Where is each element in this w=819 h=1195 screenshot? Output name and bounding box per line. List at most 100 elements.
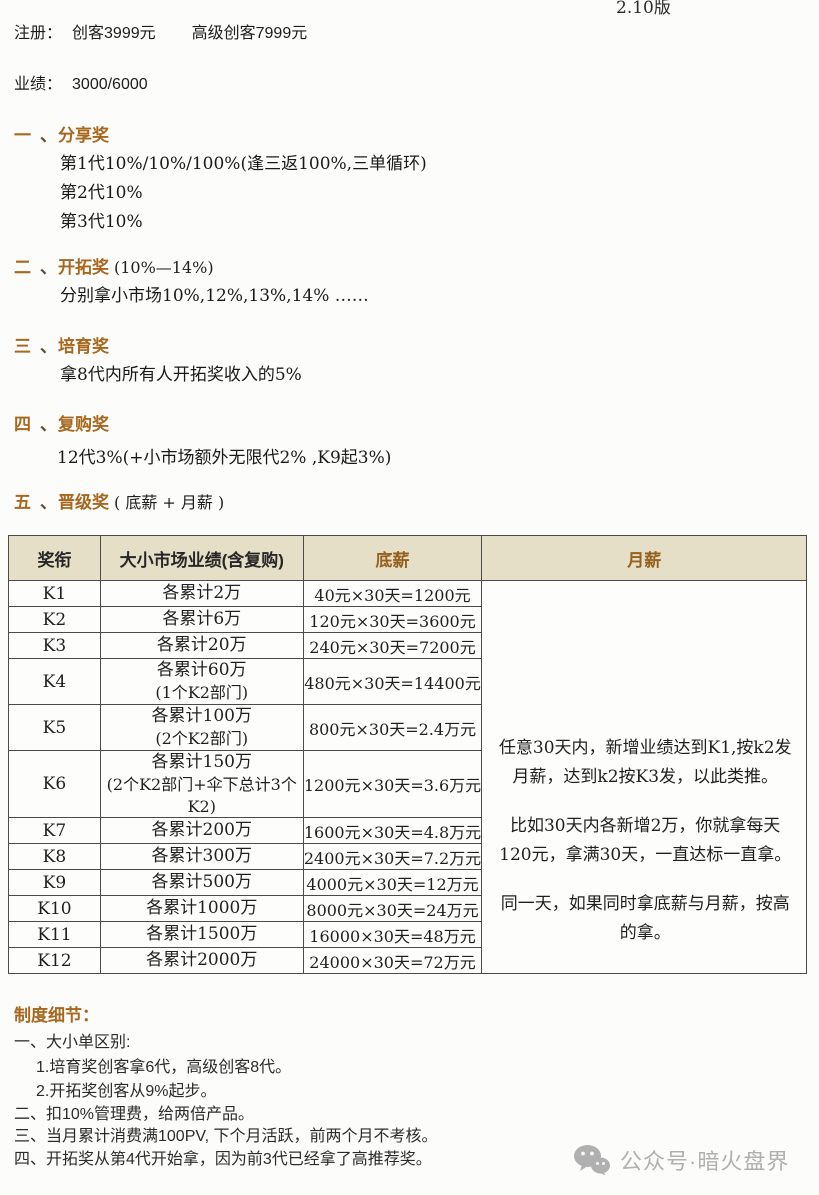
salary-value: 24000×30天=72万元 <box>302 947 483 975</box>
rank-salary-table: 奖衔 大小市场业绩(含复购) 底薪 月薪 K1 各累计2万 40元×30天=12… <box>8 535 807 975</box>
rank-value: K2 <box>8 606 101 633</box>
wechat-icon <box>574 1144 610 1176</box>
rank-value: K4 <box>8 658 101 705</box>
performance-value: 各累计1500万 <box>99 921 304 949</box>
section-heading-repurchase-bonus: 四、复购奖 <box>14 410 109 435</box>
performance-value: 各累计150万 (2个K2部门+伞下总计3个K2) <box>99 749 304 819</box>
register-label: 注册： <box>14 25 63 42</box>
share-bonus-line-3: 第3代10% <box>60 212 143 232</box>
performance-value: 各累计2000万 <box>99 947 304 975</box>
table-row: K6 各累计150万 (2个K2部门+伞下总计3个K2) 1200元×30天=3.… <box>8 749 807 819</box>
performance-value: 各累计100万 (2个K2部门) <box>99 704 304 751</box>
section-separator: 、 <box>40 493 57 512</box>
section-heading-pioneer-bonus: 二、开拓奖 (10%—14%) <box>14 253 214 278</box>
rule-item: 三、当月累计消费满100PV, 下个月活跃，前两个月不考核。 <box>14 1128 438 1145</box>
version-label: 2.10版 <box>616 0 671 18</box>
monthly-salary-cell: 任意30天内，新增业绩达到K1,按k2发月薪，达到k2按K3发，以此类推。 比如… <box>481 579 807 975</box>
section-number: 四 <box>14 415 31 434</box>
section-number: 一 <box>14 126 31 145</box>
salary-value: 120元×30天=3600元 <box>302 606 483 633</box>
table-row: K12 各累计2000万 24000×30天=72万元 <box>8 947 807 975</box>
salary-value: 1200元×30天=3.6万元 <box>302 749 483 819</box>
section-separator: 、 <box>40 337 57 356</box>
section-title: 培育奖 <box>58 337 109 356</box>
section-heading-share-bonus: 一、分享奖 <box>14 121 109 146</box>
performance-line: 业绩： 3000/6000 <box>14 70 148 94</box>
column-header-base-salary: 底薪 <box>302 535 483 581</box>
section-separator: 、 <box>40 258 57 277</box>
rule-item: 二、扣10%管理费，给两倍产品。 <box>14 1106 255 1123</box>
share-bonus-line-2: 第2代10% <box>60 183 143 203</box>
rank-value: K8 <box>8 843 101 871</box>
table-row: K10 各累计1000万 8000元×30天=24万元 <box>8 895 807 923</box>
table-row: K9 各累计500万 4000元×30天=12万元 <box>8 869 807 897</box>
performance-value: 各累计2万 <box>99 580 304 607</box>
section-suffix: ( 底薪 + 月薪 ) <box>114 493 225 512</box>
column-header-rank: 奖衔 <box>8 535 101 581</box>
section-title: 晋级奖 <box>58 493 109 512</box>
register-price-premium: 高级创客7999元 <box>191 25 308 42</box>
salary-value: 2400元×30天=7.2万元 <box>302 843 483 871</box>
column-header-monthly-salary: 月薪 <box>481 535 807 581</box>
watermark: 公众号·暗火盘界 <box>574 1144 789 1176</box>
section-heading-nurture-bonus: 三、培育奖 <box>14 332 109 357</box>
pioneer-bonus-line-1: 分别拿小市场10%,12%,13%,14% …… <box>60 286 369 306</box>
performance-value: 各累计300万 <box>99 843 304 871</box>
share-bonus-line-1: 第1代10%/10%/100%(逢三返100%,三单循环) <box>60 154 427 174</box>
rank-value: K7 <box>8 817 101 845</box>
section-title: 开拓奖 <box>58 258 109 277</box>
register-line: 注册： 创客3999元 高级创客7999元 <box>14 19 307 43</box>
monthly-paragraph: 同一天，如果同时拿底薪与月薪，按高的拿。 <box>500 893 790 943</box>
salary-value: 240元×30天=7200元 <box>302 632 483 659</box>
rank-value: K9 <box>8 869 101 897</box>
monthly-paragraph: 任意30天内，新增业绩达到K1,按k2发月薪，达到k2按K3发，以此类推。 <box>498 738 792 788</box>
rule-item: 四、开拓奖从第4代开始拿，因为前3代已经拿了高推荐奖。 <box>14 1151 432 1168</box>
section-number: 五 <box>14 493 31 512</box>
register-price-basic: 创客3999元 <box>72 25 156 42</box>
repurchase-bonus-line-1: 12代3%(+小市场额外无限代2% ,K9起3%) <box>57 448 392 468</box>
performance-value: 各累计200万 <box>99 817 304 845</box>
table-row: K3 各累计20万 240元×30天=7200元 <box>8 632 807 659</box>
section-title: 复购奖 <box>58 415 109 434</box>
performance-value: 3000/6000 <box>72 76 148 93</box>
section-title: 分享奖 <box>58 126 109 145</box>
section-separator: 、 <box>40 126 57 145</box>
rule-item: 一、大小单区别: <box>14 1034 131 1051</box>
section-number: 三 <box>14 337 31 356</box>
section-number: 二 <box>14 258 31 277</box>
nurture-bonus-line-1: 拿8代内所有人开拓奖收入的5% <box>60 365 302 385</box>
table-row: K7 各累计200万 1600元×30天=4.8万元 <box>8 817 807 845</box>
salary-value: 1600元×30天=4.8万元 <box>302 817 483 845</box>
performance-value: 各累计500万 <box>99 869 304 897</box>
section-suffix: (10%—14%) <box>114 258 214 277</box>
rank-value: K5 <box>8 704 101 751</box>
table-row: K2 各累计6万 120元×30天=3600元 <box>8 606 807 633</box>
performance-value: 各累计6万 <box>99 606 304 633</box>
rank-value: K11 <box>8 921 101 949</box>
monthly-paragraph: 比如30天内各新增2万，你就拿每天120元，拿满30天，一直达标一直拿。 <box>499 816 792 866</box>
salary-value: 16000×30天=48万元 <box>302 921 483 949</box>
section-heading-promotion-bonus: 五、晋级奖 ( 底薪 + 月薪 ) <box>14 488 224 513</box>
table-row: K1 各累计2万 40元×30天=1200元 任意30天内，新增业绩达到K1,按… <box>8 579 807 975</box>
salary-value: 8000元×30天=24万元 <box>302 895 483 923</box>
column-header-performance: 大小市场业绩(含复购) <box>99 535 304 581</box>
rank-value: K3 <box>8 632 101 659</box>
table-row: K8 各累计300万 2400元×30天=7.2万元 <box>8 843 807 871</box>
salary-value: 800元×30天=2.4万元 <box>302 704 483 751</box>
rule-item: 2.开拓奖创客从9%起步。 <box>36 1083 217 1100</box>
performance-value: 各累计20万 <box>99 632 304 659</box>
rank-value: K12 <box>8 947 101 975</box>
salary-value: 40元×30天=1200元 <box>302 580 483 607</box>
rules-title: 制度细节： <box>14 1006 99 1025</box>
watermark-text: 公众号·暗火盘界 <box>620 1149 790 1174</box>
rule-item: 1.培育奖创客拿6代，高级创客8代。 <box>36 1059 292 1076</box>
rank-value: K6 <box>8 749 101 819</box>
table-header-row: 奖衔 大小市场业绩(含复购) 底薪 月薪 <box>8 535 807 581</box>
performance-value: 各累计60万 (1个K2部门) <box>99 658 304 705</box>
performance-value: 各累计1000万 <box>99 895 304 923</box>
section-separator: 、 <box>40 415 57 434</box>
salary-value: 4000元×30天=12万元 <box>302 869 483 897</box>
rank-value: K1 <box>8 580 101 607</box>
performance-label: 业绩： <box>14 76 63 93</box>
